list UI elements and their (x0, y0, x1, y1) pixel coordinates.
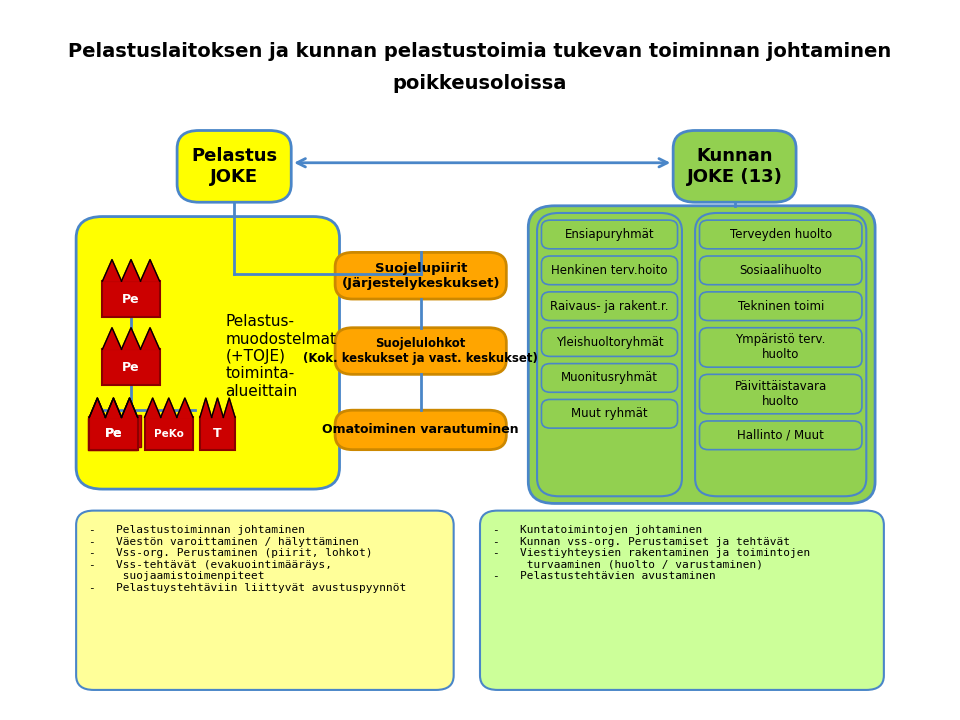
Polygon shape (145, 398, 160, 418)
FancyBboxPatch shape (335, 410, 506, 450)
FancyBboxPatch shape (76, 510, 454, 690)
Polygon shape (106, 398, 122, 418)
Text: Pelastus
JOKE: Pelastus JOKE (191, 147, 277, 186)
Polygon shape (89, 398, 106, 418)
FancyBboxPatch shape (700, 328, 862, 367)
FancyBboxPatch shape (88, 418, 136, 451)
FancyBboxPatch shape (480, 510, 884, 690)
Text: Suojelupiirit
(Järjestelykeskukset): Suojelupiirit (Järjestelykeskukset) (342, 262, 500, 289)
Polygon shape (122, 398, 137, 418)
Polygon shape (200, 398, 211, 418)
Text: Muut ryhmät: Muut ryhmät (571, 408, 648, 420)
Text: Pelastus-
muodostelmat
(+TOJE)
toiminta-
alueittain: Pelastus- muodostelmat (+TOJE) toiminta-… (226, 314, 336, 399)
Text: T: T (213, 427, 222, 440)
Text: Ympäristö terv.
huolto: Ympäristö terv. huolto (735, 333, 826, 361)
FancyBboxPatch shape (335, 328, 506, 374)
Text: Suojelulohkot
(Kok. keskukset ja vast. keskukset): Suojelulohkot (Kok. keskukset ja vast. k… (303, 337, 539, 365)
FancyBboxPatch shape (541, 292, 678, 320)
Text: Pe: Pe (122, 361, 140, 374)
Polygon shape (122, 260, 140, 281)
Text: Kunnan
JOKE (13): Kunnan JOKE (13) (686, 147, 782, 186)
FancyBboxPatch shape (673, 130, 796, 202)
Text: Terveyden huolto: Terveyden huolto (730, 228, 831, 241)
Polygon shape (224, 398, 235, 418)
Text: Raivaus- ja rakent.r.: Raivaus- ja rakent.r. (550, 300, 669, 312)
FancyBboxPatch shape (103, 281, 159, 317)
Polygon shape (140, 328, 159, 349)
FancyBboxPatch shape (93, 415, 141, 447)
Polygon shape (177, 398, 193, 418)
FancyBboxPatch shape (541, 220, 678, 249)
FancyBboxPatch shape (76, 217, 340, 489)
FancyBboxPatch shape (541, 400, 678, 428)
FancyBboxPatch shape (700, 256, 862, 284)
FancyBboxPatch shape (541, 328, 678, 356)
Text: Omatoiminen varautuminen: Omatoiminen varautuminen (323, 423, 519, 436)
FancyBboxPatch shape (89, 418, 137, 450)
Text: Ensiapuryhmät: Ensiapuryhmät (564, 228, 655, 241)
Text: -   Pelastustoiminnan johtaminen
-   Väestön varoittaminen / hälyttäminen
-   Vs: - Pelastustoiminnan johtaminen - Väestön… (89, 525, 406, 593)
FancyBboxPatch shape (700, 292, 862, 320)
FancyBboxPatch shape (335, 253, 506, 299)
Polygon shape (160, 398, 177, 418)
Text: Henkinen terv.hoito: Henkinen terv.hoito (551, 264, 668, 277)
Text: Muonitusryhmät: Muonitusryhmät (561, 372, 658, 384)
FancyBboxPatch shape (700, 421, 862, 450)
FancyBboxPatch shape (177, 130, 291, 202)
Text: poikkeusoloissa: poikkeusoloissa (393, 74, 567, 94)
FancyBboxPatch shape (700, 374, 862, 414)
FancyBboxPatch shape (89, 418, 137, 450)
Polygon shape (103, 328, 122, 349)
Polygon shape (140, 260, 159, 281)
Text: Pelastuslaitoksen ja kunnan pelastustoimia tukevan toiminnan johtaminen: Pelastuslaitoksen ja kunnan pelastustoim… (68, 42, 892, 61)
Polygon shape (122, 328, 140, 349)
Text: Päivittäistavara
huolto: Päivittäistavara huolto (734, 380, 827, 408)
FancyBboxPatch shape (695, 213, 866, 496)
Text: PeKo: PeKo (154, 428, 183, 438)
Text: Pe: Pe (105, 427, 122, 440)
Text: Sosiaalihuolto: Sosiaalihuolto (739, 264, 822, 277)
FancyBboxPatch shape (103, 349, 159, 385)
Text: Pe: Pe (122, 292, 140, 305)
FancyBboxPatch shape (541, 364, 678, 392)
Polygon shape (106, 398, 122, 418)
Polygon shape (89, 398, 106, 418)
Text: Pe: Pe (105, 427, 122, 440)
Text: Yleishuoltoryhmät: Yleishuoltoryhmät (556, 336, 663, 348)
FancyBboxPatch shape (700, 220, 862, 249)
FancyBboxPatch shape (541, 256, 678, 284)
Polygon shape (122, 398, 137, 418)
FancyBboxPatch shape (200, 418, 235, 450)
Polygon shape (103, 260, 122, 281)
Text: -   Kuntatoimintojen johtaminen
-   Kunnan vss-org. Perustamiset ja tehtävät
-  : - Kuntatoimintojen johtaminen - Kunnan v… (493, 525, 810, 581)
FancyBboxPatch shape (528, 206, 876, 503)
Polygon shape (211, 398, 224, 418)
FancyBboxPatch shape (145, 418, 193, 450)
FancyBboxPatch shape (537, 213, 682, 496)
Text: Hallinto / Muut: Hallinto / Muut (737, 429, 824, 442)
Text: Tekninen toimi: Tekninen toimi (737, 300, 824, 312)
